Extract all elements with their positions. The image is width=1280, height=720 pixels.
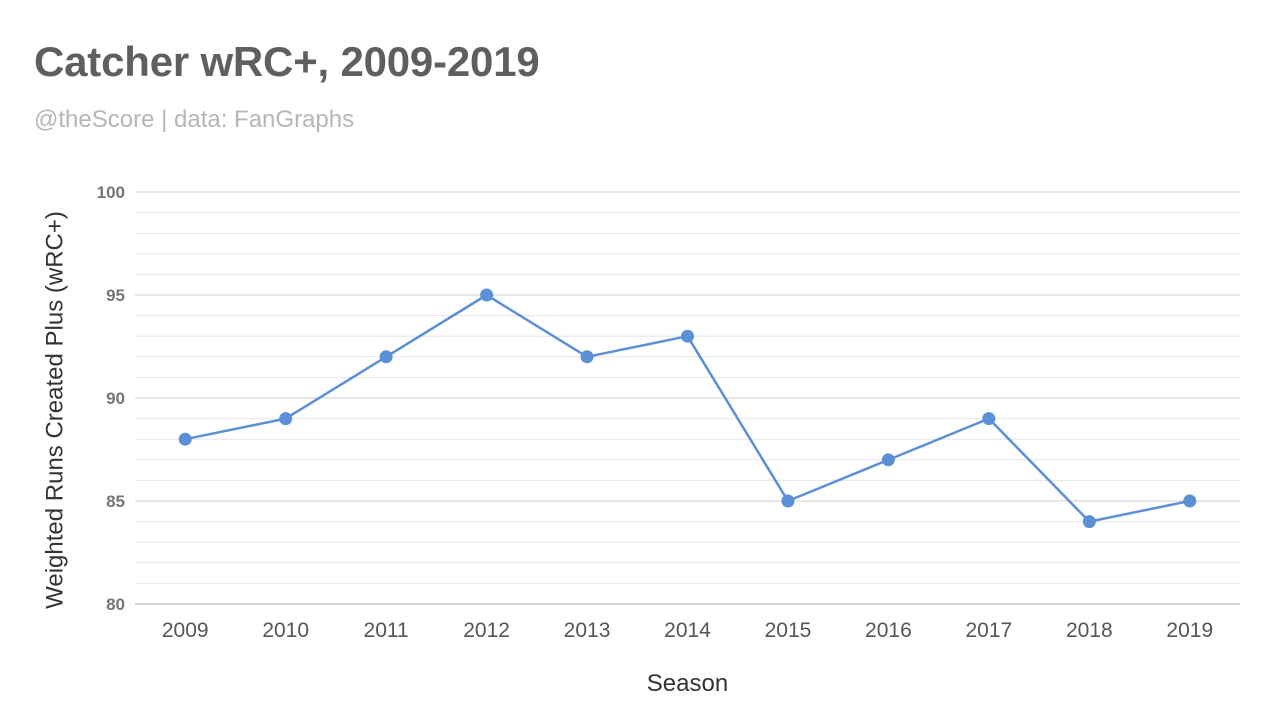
data-point: [781, 494, 795, 508]
x-tick-label: 2015: [765, 619, 812, 642]
y-axis-ticks: 80 85 90 95 100: [97, 183, 125, 614]
x-axis-ticks: 2009 2010 2011 2012 2013 2014 2015 2016 2017 2018…: [162, 619, 1213, 642]
x-tick-label: 2018: [1066, 619, 1113, 642]
data-point: [1183, 494, 1197, 508]
x-tick-label: 2014: [664, 619, 711, 642]
y-axis-title: Weighted Runs Created Plus (wRC+): [41, 211, 68, 609]
data-point: [279, 412, 293, 426]
data-point: [480, 288, 494, 302]
series-group: [178, 288, 1197, 529]
data-point: [881, 453, 895, 467]
series-line: [184, 293, 1191, 523]
x-axis-title: Season: [647, 670, 728, 697]
data-point: [379, 350, 393, 364]
gridlines: [135, 191, 1240, 605]
chart-subtitle: @theScore | data: FanGraphs: [34, 106, 355, 133]
y-tick-label: 95: [106, 286, 125, 305]
x-tick-label: 2009: [162, 619, 209, 642]
data-point: [580, 350, 594, 364]
y-tick-label: 100: [97, 183, 125, 202]
x-tick-label: 2012: [463, 619, 510, 642]
x-tick-label: 2019: [1166, 619, 1213, 642]
y-tick-label: 90: [106, 389, 125, 408]
x-tick-label: 2010: [262, 619, 309, 642]
y-tick-label: 80: [106, 595, 125, 614]
y-tick-label: 85: [106, 492, 125, 511]
data-point: [178, 432, 192, 446]
data-point: [982, 412, 996, 426]
x-tick-label: 2013: [564, 619, 611, 642]
data-point: [681, 329, 694, 343]
chart-title: Catcher wRC+, 2009-2019: [34, 38, 540, 85]
x-tick-label: 2011: [364, 619, 409, 642]
data-point: [1082, 515, 1096, 529]
x-tick-label: 2017: [966, 619, 1013, 642]
x-tick-label: 2016: [865, 619, 912, 642]
